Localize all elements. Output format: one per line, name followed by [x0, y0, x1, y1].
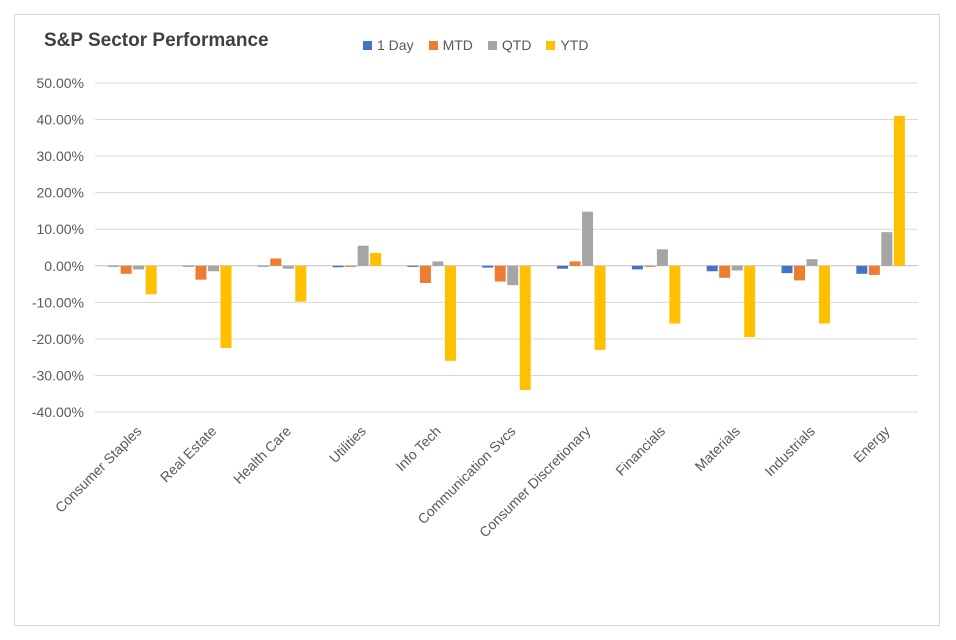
bar-mtd	[569, 261, 581, 266]
bar-ytd	[220, 265, 232, 349]
legend-item-3: YTD	[546, 37, 588, 53]
bar-mtd	[345, 265, 357, 267]
bar-qtd	[582, 211, 594, 266]
bar-ytd	[594, 265, 606, 350]
y-tick-label: -30.00%	[32, 367, 84, 383]
bar-1-day	[332, 265, 344, 268]
bar-1-day	[706, 265, 718, 272]
bar-qtd	[806, 259, 818, 266]
bar-1-day	[781, 265, 793, 274]
bar-mtd	[494, 265, 506, 282]
x-category-label: Health Care	[230, 423, 294, 487]
bar-qtd	[282, 265, 294, 269]
bar-mtd	[719, 265, 731, 278]
x-category-label: Consumer Staples	[52, 423, 145, 516]
bar-mtd	[644, 265, 656, 267]
legend-swatch	[363, 40, 372, 50]
bar-ytd	[370, 252, 382, 266]
bar-1-day	[257, 265, 269, 267]
bar-1-day	[557, 265, 569, 269]
bar-mtd	[195, 265, 207, 280]
bar-qtd	[432, 261, 444, 266]
y-tick-label: 10.00%	[37, 221, 84, 237]
bar-mtd	[120, 265, 132, 274]
bar-qtd	[357, 245, 369, 266]
y-tick-label: 40.00%	[37, 112, 84, 128]
bar-1-day	[482, 265, 494, 268]
bar-1-day	[856, 265, 868, 274]
bar-ytd	[893, 115, 905, 266]
bar-mtd	[419, 265, 431, 283]
bar-qtd	[731, 265, 743, 271]
bar-mtd	[270, 258, 282, 266]
legend-label: MTD	[442, 37, 473, 53]
bar-ytd	[519, 265, 531, 391]
legend-swatch	[487, 40, 497, 50]
y-tick-label: 20.00%	[37, 185, 84, 201]
y-tick-label: -20.00%	[32, 331, 84, 347]
bar-1-day	[631, 265, 643, 270]
legend-item-0: 1 Day	[363, 37, 414, 53]
bar-ytd	[819, 265, 831, 324]
bar-qtd	[207, 265, 219, 272]
chart-legend: 1 Day MTD QTD YTD	[363, 37, 603, 53]
bar-ytd	[669, 265, 681, 324]
x-category-label: Energy	[850, 423, 893, 466]
legend-item-1: MTD	[428, 37, 473, 53]
chart-title: S&P Sector Performance	[44, 30, 269, 51]
bar-1-day	[182, 265, 194, 267]
bar-qtd	[656, 249, 668, 266]
bar-mtd	[868, 265, 880, 275]
bar-ytd	[145, 265, 157, 295]
x-category-label: Materials	[692, 423, 743, 474]
bar-ytd	[744, 265, 756, 338]
legend-item-2: QTD	[487, 37, 532, 53]
x-category-label: Real Estate	[157, 423, 220, 486]
bar-mtd	[794, 265, 806, 281]
y-tick-label: 0.00%	[44, 258, 84, 274]
bar-1-day	[108, 265, 120, 267]
x-category-label: Industrials	[761, 423, 817, 479]
bar-qtd	[881, 232, 893, 266]
bar-1-day	[407, 265, 419, 267]
y-tick-label: 50.00%	[37, 75, 84, 91]
legend-swatch	[428, 40, 438, 50]
bar-ytd	[444, 265, 456, 361]
legend-label: YTD	[560, 37, 589, 53]
bar-qtd	[133, 265, 145, 270]
legend-swatch	[546, 40, 556, 50]
x-category-label: Financials	[612, 423, 668, 479]
chart-frame	[14, 14, 940, 626]
bar-qtd	[507, 265, 519, 286]
x-category-label: Info Tech	[392, 423, 443, 474]
legend-label: QTD	[501, 37, 532, 53]
legend-label: 1 Day	[377, 37, 414, 53]
bar-ytd	[295, 265, 307, 302]
y-tick-label: -40.00%	[32, 404, 84, 420]
y-tick-label: 30.00%	[37, 148, 84, 164]
x-category-label: Utilities	[326, 423, 369, 466]
y-tick-label: -10.00%	[32, 294, 84, 310]
